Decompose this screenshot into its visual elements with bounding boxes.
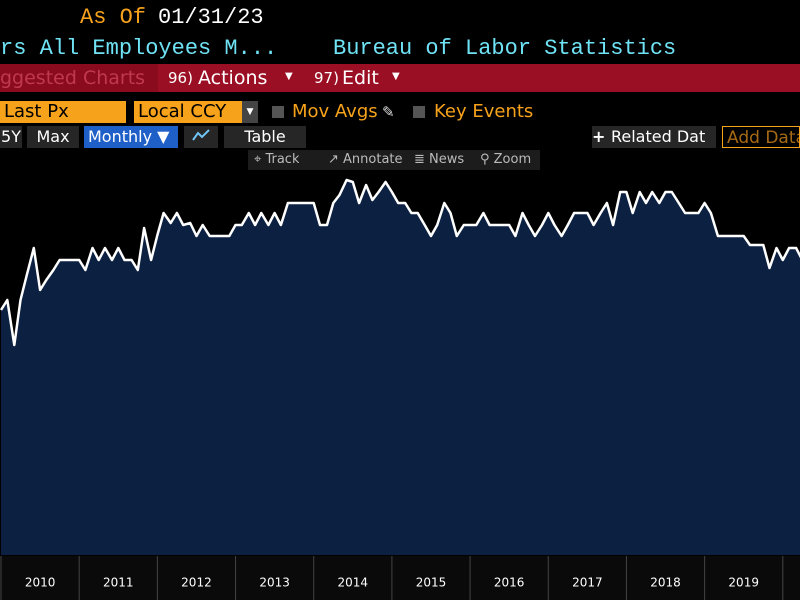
mov-avgs-label[interactable]: Mov Avgs (292, 101, 378, 122)
as-of-label: As Of (80, 5, 147, 30)
chart-icon (192, 129, 210, 141)
add-data-input[interactable]: Add Data (722, 126, 800, 148)
checkbox[interactable] (272, 106, 284, 118)
as-of-date[interactable]: 01/31/23 (158, 5, 264, 30)
frequency-select[interactable]: Monthly ▼ (84, 126, 178, 148)
dropdown-arrow[interactable]: ▼ (242, 101, 258, 123)
x-tick-label: 2018 (650, 576, 681, 590)
area-fill (1, 180, 800, 555)
x-tick-label: 2010 (25, 576, 56, 590)
line (0, 178, 800, 347)
track-tool[interactable]: ⌖ Track (254, 150, 300, 170)
tool-label: News (429, 152, 465, 167)
x-tick-label: 2019 (728, 576, 759, 590)
actions-number: 96) (168, 69, 193, 87)
edit-menu[interactable]: Edit (342, 67, 379, 89)
x-tick-label: 2012 (181, 576, 212, 590)
zoom-tool[interactable]: ⚲ Zoom (480, 150, 532, 170)
frequency-label: Monthly (88, 127, 153, 146)
x-tick-label: 2013 (259, 576, 290, 590)
tool-label: Track (265, 152, 300, 167)
annotate-tool[interactable]: ↗ Annotate (328, 150, 403, 170)
key-events-label[interactable]: Key Events (434, 101, 534, 122)
news-tool[interactable]: ≣ News (414, 150, 465, 170)
edit-number: 97) (314, 69, 339, 87)
x-tick-label: 2017 (572, 576, 603, 590)
period-5y[interactable]: 5Y (0, 126, 22, 148)
x-tick-label: 2015 (416, 576, 447, 590)
chart-type-button[interactable] (184, 126, 218, 148)
pencil-icon[interactable]: ✎ (382, 103, 395, 121)
dropdown-arrow: ▼ (392, 71, 400, 82)
related-data-label: Related Dat (610, 127, 706, 146)
dropdown-arrow: ▼ (285, 71, 293, 82)
related-data-button[interactable]: + Related Dat (592, 126, 716, 148)
x-tick-label: 2016 (494, 576, 525, 590)
field-select[interactable]: Last Px (0, 101, 126, 123)
x-tick-label: 2011 (103, 576, 134, 590)
x-tick-label: 2014 (338, 576, 369, 590)
actions-menu[interactable]: Actions (198, 67, 268, 89)
tool-label: Zoom (493, 152, 532, 167)
table-button[interactable]: Table (224, 126, 306, 148)
x-axis-band (0, 556, 800, 600)
source: Bureau of Labor Statistics (333, 36, 677, 61)
tool-label: Annotate (343, 152, 403, 167)
security-name: rs All Employees M... (0, 36, 278, 61)
period-max[interactable]: Max (27, 126, 79, 148)
suggested-charts[interactable]: ggested Charts (0, 64, 158, 92)
currency-select[interactable]: Local CCY (134, 101, 244, 123)
checkbox[interactable] (413, 106, 425, 118)
